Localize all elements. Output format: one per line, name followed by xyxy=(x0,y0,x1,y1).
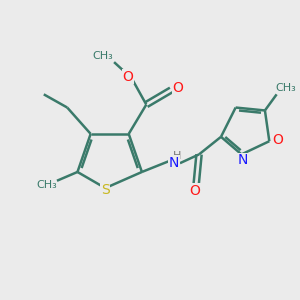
Text: CH₃: CH₃ xyxy=(92,51,113,61)
Text: CH₃: CH₃ xyxy=(275,83,296,94)
Text: H: H xyxy=(173,151,181,161)
Text: O: O xyxy=(273,133,283,147)
Text: S: S xyxy=(101,182,110,197)
Text: N: N xyxy=(238,153,248,167)
Text: N: N xyxy=(169,156,179,170)
Text: CH₃: CH₃ xyxy=(36,180,57,190)
Text: O: O xyxy=(189,184,200,198)
Text: O: O xyxy=(123,70,134,84)
Text: O: O xyxy=(172,82,183,95)
